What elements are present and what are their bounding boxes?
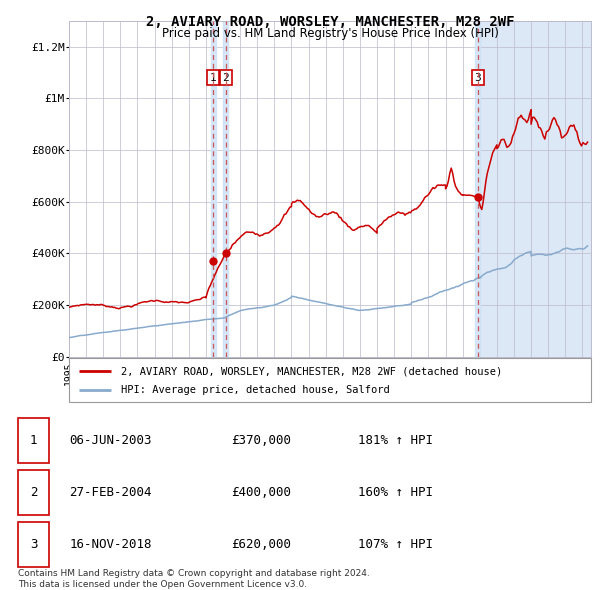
Bar <box>475 21 480 357</box>
Text: 3: 3 <box>475 73 481 83</box>
FancyBboxPatch shape <box>18 470 49 515</box>
Text: HPI: Average price, detached house, Salford: HPI: Average price, detached house, Salf… <box>121 385 390 395</box>
Text: 27-FEB-2004: 27-FEB-2004 <box>70 486 152 499</box>
Text: 160% ↑ HPI: 160% ↑ HPI <box>358 486 433 499</box>
Text: £400,000: £400,000 <box>231 486 291 499</box>
Text: 06-JUN-2003: 06-JUN-2003 <box>70 434 152 447</box>
Text: 2, AVIARY ROAD, WORSLEY, MANCHESTER, M28 2WF (detached house): 2, AVIARY ROAD, WORSLEY, MANCHESTER, M28… <box>121 366 502 376</box>
Text: 3: 3 <box>30 538 37 551</box>
Bar <box>480 21 600 357</box>
Text: £370,000: £370,000 <box>231 434 291 447</box>
FancyBboxPatch shape <box>18 522 49 567</box>
FancyBboxPatch shape <box>18 418 49 463</box>
Text: 181% ↑ HPI: 181% ↑ HPI <box>358 434 433 447</box>
Text: £620,000: £620,000 <box>231 538 291 551</box>
Text: 107% ↑ HPI: 107% ↑ HPI <box>358 538 433 551</box>
Text: Contains HM Land Registry data © Crown copyright and database right 2024.
This d: Contains HM Land Registry data © Crown c… <box>18 569 370 589</box>
Text: 1: 1 <box>210 73 217 83</box>
Text: 2, AVIARY ROAD, WORSLEY, MANCHESTER, M28 2WF: 2, AVIARY ROAD, WORSLEY, MANCHESTER, M28… <box>146 15 514 29</box>
Bar <box>211 21 216 357</box>
Text: 16-NOV-2018: 16-NOV-2018 <box>70 538 152 551</box>
FancyBboxPatch shape <box>69 358 591 402</box>
Text: 2: 2 <box>30 486 37 499</box>
Text: Price paid vs. HM Land Registry's House Price Index (HPI): Price paid vs. HM Land Registry's House … <box>161 27 499 40</box>
Text: 2: 2 <box>223 73 229 83</box>
Bar <box>223 21 229 357</box>
Text: 1: 1 <box>30 434 37 447</box>
